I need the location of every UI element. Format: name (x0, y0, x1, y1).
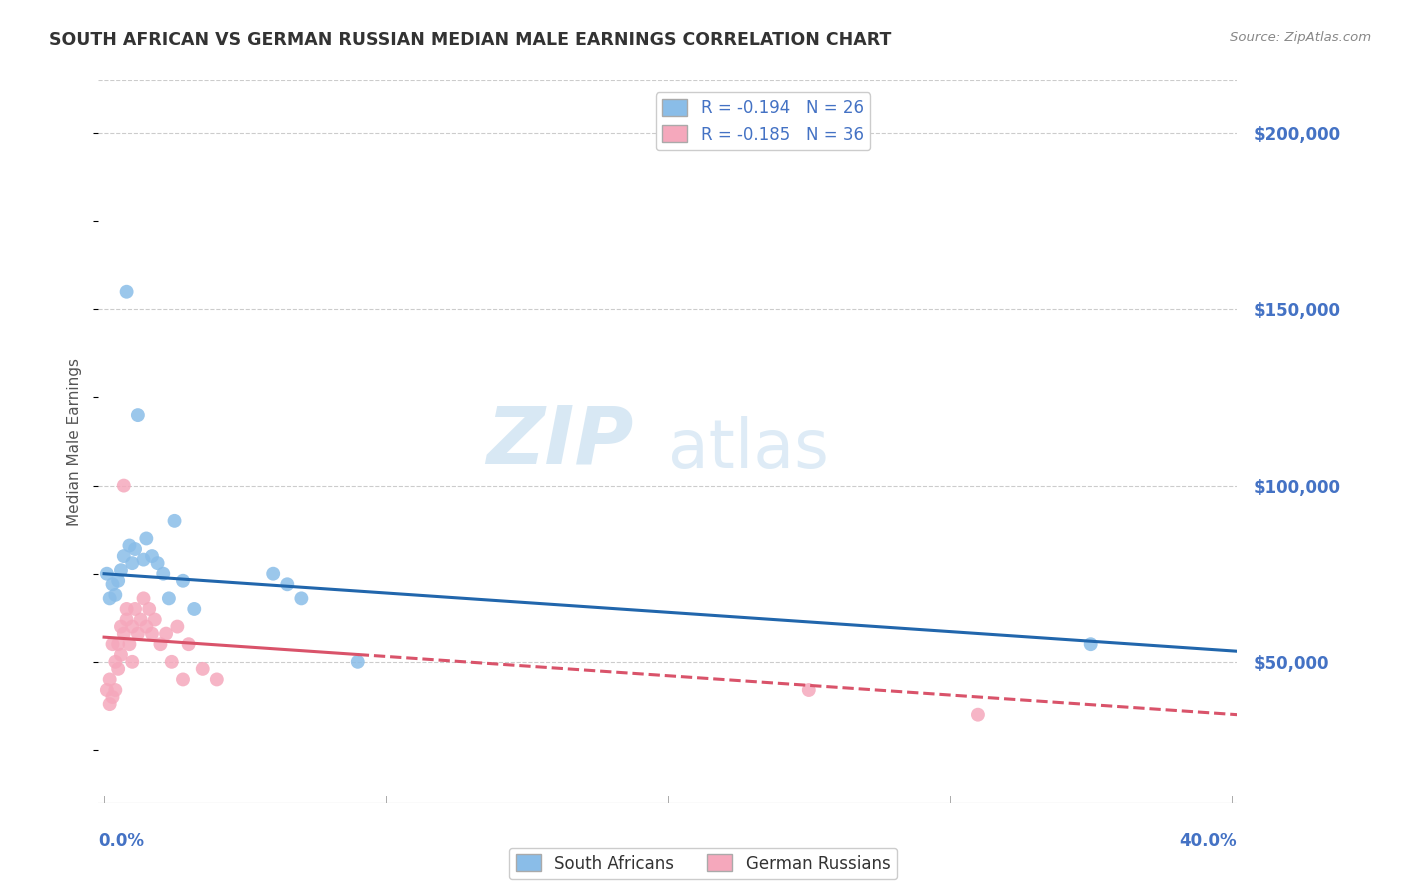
Point (127, 408, 149, 422)
Point (183, 602, 205, 616)
Point (118, 539, 141, 553)
Point (101, 577, 124, 591)
Point (191, 662, 214, 676)
Point (135, 619, 157, 633)
Point (149, 637, 172, 651)
Point (141, 549, 163, 563)
Point (177, 637, 200, 651)
Text: 0.0%: 0.0% (98, 832, 145, 850)
Point (132, 552, 155, 566)
Point (110, 648, 132, 662)
Point (127, 626, 149, 640)
Point (98, 697, 121, 711)
Point (132, 591, 155, 606)
Point (104, 655, 127, 669)
Point (166, 619, 188, 633)
Point (115, 613, 138, 627)
Text: Source: ZipAtlas.com: Source: ZipAtlas.com (1230, 31, 1371, 45)
Y-axis label: Median Male Earnings: Median Male Earnings (67, 358, 83, 525)
Point (160, 655, 183, 669)
Point (121, 556, 143, 570)
Point (141, 626, 163, 640)
Point (124, 602, 146, 616)
Point (112, 549, 135, 563)
Point (107, 637, 129, 651)
Point (121, 619, 143, 633)
Text: SOUTH AFRICAN VS GERMAN RUSSIAN MEDIAN MALE EARNINGS CORRELATION CHART: SOUTH AFRICAN VS GERMAN RUSSIAN MEDIAN M… (49, 31, 891, 49)
Point (143, 613, 166, 627)
Point (152, 566, 174, 581)
Point (146, 556, 169, 570)
Point (129, 613, 152, 627)
Point (107, 662, 129, 676)
Point (115, 602, 138, 616)
Legend: South Africans, German Russians: South Africans, German Russians (509, 847, 897, 880)
Point (967, 707, 990, 722)
Point (290, 591, 312, 606)
Point (157, 591, 180, 606)
Point (107, 574, 129, 588)
Point (96, 683, 118, 698)
Point (276, 577, 298, 591)
Point (124, 542, 146, 557)
Point (101, 690, 124, 704)
Text: ZIP: ZIP (486, 402, 634, 481)
Point (346, 655, 368, 669)
Text: 40.0%: 40.0% (1180, 832, 1237, 850)
Point (155, 626, 177, 640)
Point (163, 514, 186, 528)
Point (98, 673, 121, 687)
Point (118, 637, 141, 651)
Point (96, 566, 118, 581)
Point (138, 602, 160, 616)
Legend: R = -0.194   N = 26, R = -0.185   N = 36: R = -0.194 N = 26, R = -0.185 N = 36 (655, 92, 870, 150)
Point (262, 566, 284, 581)
Point (172, 574, 194, 588)
Point (110, 619, 132, 633)
Point (121, 655, 143, 669)
Point (797, 683, 820, 698)
Point (172, 673, 194, 687)
Point (110, 563, 132, 577)
Point (1080, 637, 1102, 651)
Point (104, 683, 127, 698)
Point (104, 588, 127, 602)
Point (101, 637, 124, 651)
Point (205, 673, 228, 687)
Point (115, 285, 138, 299)
Point (112, 478, 135, 492)
Text: atlas: atlas (668, 416, 828, 482)
Point (98, 591, 121, 606)
Point (135, 532, 157, 546)
Point (112, 626, 135, 640)
